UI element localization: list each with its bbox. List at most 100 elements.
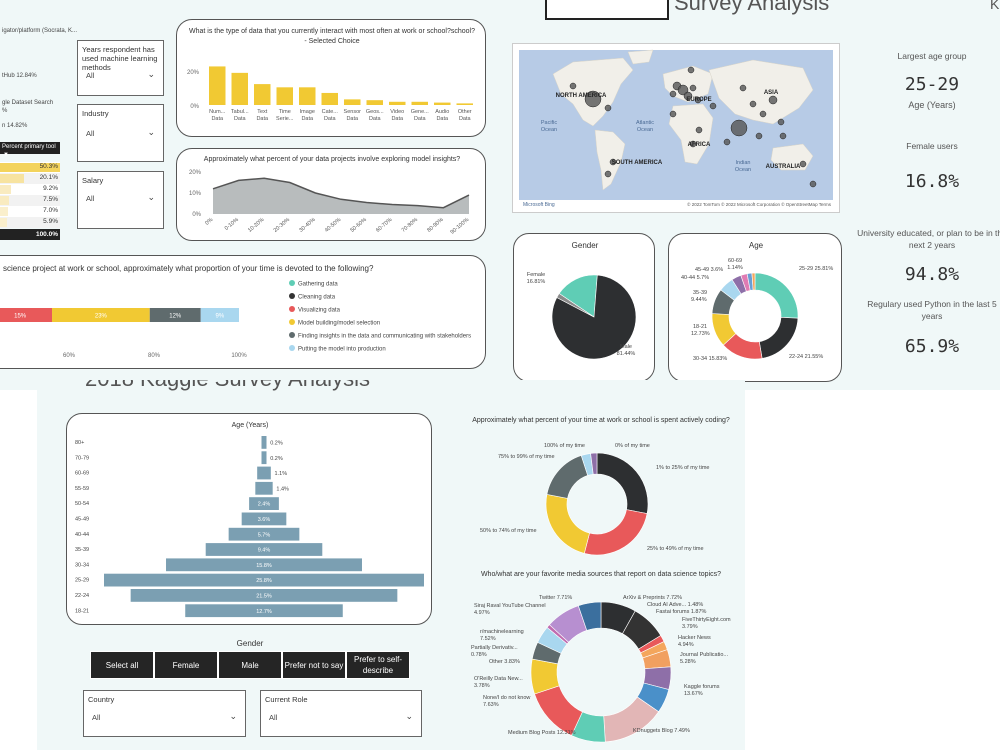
age-donut-panel: Age 25-29 25.81% 22-24 21.55% 30-34 15.83%… xyxy=(668,233,842,382)
x-tick-label: Geos... xyxy=(366,109,384,115)
age-pyramid-value: 0.2% xyxy=(270,456,283,462)
gender-select-all-button[interactable]: Select all xyxy=(90,651,154,679)
model-insights-area-chart: 20% 10% 0%0% 0-10% 10-20% 20-30% 30-40% 40-50% 5… xyxy=(189,170,470,236)
gender-self-describe-button[interactable]: Prefer to self-describe xyxy=(346,651,410,679)
slicer-ml-years[interactable]: Years respondent has used machine learni… xyxy=(77,40,164,96)
coding-donut-slice xyxy=(596,452,649,514)
data-type-bar xyxy=(411,101,428,105)
media-donut-label: Siraj Raval YouTube Channel xyxy=(474,603,546,609)
x-tick-label: Text xyxy=(257,109,268,115)
age-pyramid-bar xyxy=(185,604,343,618)
coding-donut-label: 50% to 74% of my time xyxy=(480,528,537,534)
data-type-bar xyxy=(321,92,338,105)
age-pyramid-category: 25-29 xyxy=(75,578,89,584)
map-label: EUROPE xyxy=(686,97,711,103)
media-donut-slice xyxy=(577,601,602,631)
model-insights-chart-panel: Approximately what percent of your data … xyxy=(176,148,486,241)
x-tick-label: 60% xyxy=(63,353,76,359)
media-donut-slice xyxy=(534,685,583,736)
slicer-country[interactable]: Country All ⌄ xyxy=(83,690,246,737)
primary-tool-row[interactable]: 5.9% xyxy=(0,217,60,228)
chevron-down-icon[interactable]: ⌄ xyxy=(229,711,237,721)
age-pyramid-category: 80+ xyxy=(75,440,84,446)
map-bubble xyxy=(749,100,757,108)
map-label: Ocean xyxy=(541,127,557,133)
x-tick-label: 70-80% xyxy=(401,217,419,234)
slicer-current-role[interactable]: Current Role All ⌄ xyxy=(260,690,422,737)
gender-prefer-not-button[interactable]: Prefer not to say xyxy=(282,651,346,679)
age-pyramid-title: Age (Years) xyxy=(231,422,269,429)
primary-tool-row[interactable]: 7.5% xyxy=(0,195,60,206)
map-bubble xyxy=(694,96,702,104)
media-donut-label: Fastai forums 1.87% xyxy=(656,609,707,615)
chevron-down-icon[interactable]: ⌄ xyxy=(405,711,413,721)
primary-tool-total: 100.0% xyxy=(0,229,60,240)
x-tick-label: Data xyxy=(256,116,269,122)
legend-marker xyxy=(289,306,295,312)
x-tick-label: 20-30% xyxy=(273,217,291,234)
data-type-bar xyxy=(434,102,451,105)
map-label: Ocean xyxy=(735,167,751,173)
kpi-female-label: Female users xyxy=(906,141,958,151)
age-pyramid-bar xyxy=(205,543,323,556)
primary-tool-header[interactable]: Percent primary tool xyxy=(0,142,60,154)
gender-pie-slice xyxy=(556,293,595,318)
gender-female-button[interactable]: Female xyxy=(154,651,218,679)
legend-marker xyxy=(289,319,295,325)
primary-tool-row[interactable]: 20.1% xyxy=(0,173,60,184)
age-pyramid-bar xyxy=(255,481,273,495)
chevron-down-icon[interactable]: ⌄ xyxy=(147,127,155,137)
map-bubble xyxy=(739,84,747,92)
x-tick-label: Cate... xyxy=(322,109,339,115)
legend-label: Gathering data xyxy=(298,282,338,288)
media-donut-label: 3.78% xyxy=(474,683,490,689)
coding-time-donut-chart: 1% to 25% of my time 25% to 49% of my tim… xyxy=(480,443,710,556)
kpi-largest-age-sub: Age (Years) xyxy=(908,100,956,110)
media-donut-label: FiveThirtyEight.com xyxy=(682,617,731,623)
age-pyramid-value: 21.5% xyxy=(256,594,272,600)
slicer-label: Salary xyxy=(82,176,104,185)
age-donut-label: 30-34 15.83% xyxy=(693,356,727,362)
map-label: Indian xyxy=(736,160,751,166)
gender-male-button[interactable]: Male xyxy=(218,651,282,679)
primary-tool-row[interactable]: 7.0% xyxy=(0,206,60,217)
map-label: Atlantic xyxy=(636,120,654,126)
left-text-line2: tHub 12.84% xyxy=(2,73,37,79)
chevron-down-icon[interactable]: ⌄ xyxy=(147,192,155,202)
time-segment-label: 15% xyxy=(14,314,27,320)
data-type-bar xyxy=(456,103,473,105)
y-tick-label: 0% xyxy=(190,104,199,110)
data-type-bar xyxy=(209,66,226,105)
coding-donut-label: 75% to 99% of my time xyxy=(498,454,555,460)
greenland-landmass xyxy=(627,49,654,65)
age-pyramid-bar xyxy=(130,589,398,602)
map-bubble xyxy=(669,110,677,118)
map-label: NORTH AMERICA xyxy=(556,93,607,99)
map-bubble xyxy=(689,140,697,148)
top-title-fragment: Survey Analysis xyxy=(674,0,830,15)
map-footer-left: Microsoft Bing xyxy=(523,202,555,208)
map-label: Pacific xyxy=(541,120,557,126)
primary-tool-row[interactable]: 50.3% xyxy=(0,162,60,173)
map-label: ASIA xyxy=(764,90,779,96)
slicer-value: All xyxy=(269,713,278,722)
media-donut-label: Medium Blog Posts 12.31% xyxy=(508,730,576,736)
slicer-industry[interactable]: Industry All ⌄ xyxy=(77,104,164,162)
age-pyramid-bar xyxy=(249,497,279,510)
world-map[interactable]: NORTH AMERICAEUROPEASIAPacificOceanAtlan… xyxy=(513,44,839,212)
media-donut-label: 4.97% xyxy=(474,610,490,616)
age-pyramid-bar xyxy=(166,558,362,572)
slicer-salary[interactable]: Salary All ⌄ xyxy=(77,171,164,229)
primary-tool-row[interactable]: 9.2% xyxy=(0,184,60,195)
media-donut-label: Twitter 7.71% xyxy=(539,595,572,601)
media-sources-donut-chart: Twitter 7.71% ArXiv & Preprints 7.72%Clou… xyxy=(471,595,731,743)
chevron-down-icon[interactable]: ⌄ xyxy=(147,69,155,79)
age-donut-label: 22-24 21.55% xyxy=(789,354,823,360)
age-pyramid-value: 12.7% xyxy=(256,609,272,615)
x-tick-label: Data xyxy=(369,116,382,122)
x-tick-label: Data xyxy=(346,116,359,122)
map-bubble xyxy=(799,160,807,168)
gender-pie-label: 81.44% xyxy=(617,351,636,357)
x-tick-label: 30-40% xyxy=(298,217,316,234)
